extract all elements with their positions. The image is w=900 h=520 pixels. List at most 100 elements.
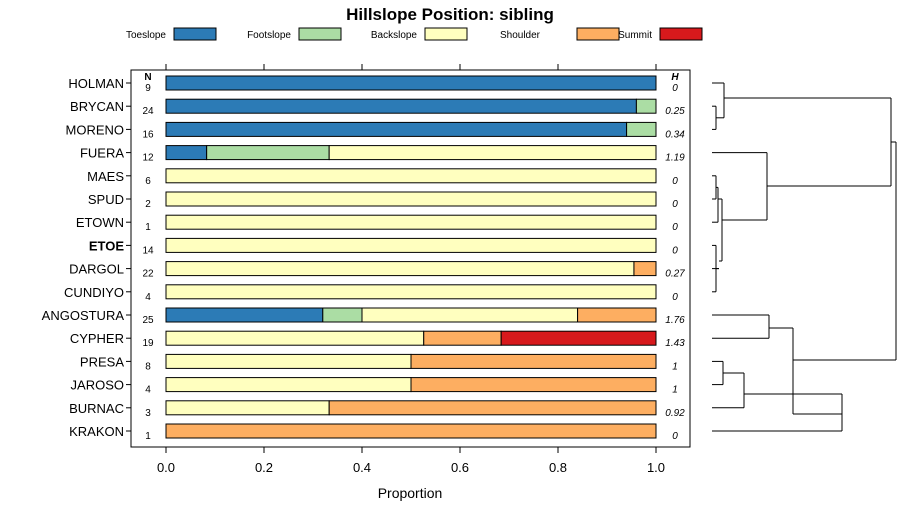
- row-label: PRESA: [80, 354, 124, 369]
- bar-segment-backslope: [165, 353, 412, 369]
- bar-segment-shoulder: [165, 423, 657, 439]
- row-n: 1: [145, 222, 151, 233]
- bar-segment-footslope: [635, 98, 657, 114]
- legend-swatch-backslope: [424, 27, 468, 41]
- row-h: 0.92: [665, 408, 685, 419]
- row-n: 16: [142, 129, 154, 140]
- bar-segment-footslope: [626, 121, 657, 137]
- row-h: 1.76: [665, 315, 685, 326]
- row-n: 22: [142, 269, 154, 280]
- row-label: MAES: [87, 169, 124, 184]
- bar-segment-footslope: [206, 145, 330, 161]
- row-n: 1: [145, 431, 151, 442]
- bar-segment-shoulder: [410, 377, 657, 393]
- bar-segment-toeslope: [165, 145, 208, 161]
- row-h: 0.27: [665, 269, 685, 280]
- bar-segment-backslope: [165, 168, 657, 184]
- row-h: 0: [672, 199, 678, 210]
- x-tick-label: 1.0: [647, 460, 665, 475]
- row-label: BRYCAN: [70, 99, 124, 114]
- row-n: 4: [145, 385, 151, 396]
- row-n: 19: [142, 338, 154, 349]
- row-h: 0: [672, 245, 678, 256]
- bar-segment-backslope: [165, 261, 635, 277]
- row-n: 12: [142, 153, 154, 164]
- legend-label-footslope: Footslope: [247, 30, 291, 41]
- row-krakon: KRAKON 1 0: [69, 423, 678, 442]
- bar-segment-backslope: [361, 307, 579, 323]
- row-h: 0: [672, 222, 678, 233]
- row-label: ANGOSTURA: [42, 308, 125, 323]
- legend-label-shoulder: Shoulder: [500, 30, 541, 41]
- h-header: H: [671, 72, 679, 83]
- bar-segment-shoulder: [577, 307, 657, 323]
- bar-segment-shoulder: [633, 261, 657, 277]
- legend-swatch-shoulder: [576, 27, 620, 41]
- row-presa: PRESA 8 1: [80, 353, 678, 372]
- x-tick-label: 0.0: [157, 460, 175, 475]
- row-label: ETOE: [89, 238, 124, 253]
- row-maes: MAES 6 0: [87, 168, 678, 187]
- bar-segment-toeslope: [165, 75, 657, 91]
- row-cundiyo: CUNDIYO 4 0: [64, 284, 678, 303]
- row-label: CUNDIYO: [64, 285, 124, 300]
- row-spud: SPUD 2 0: [88, 191, 678, 210]
- row-h: 0: [672, 431, 678, 442]
- row-h: 0: [672, 176, 678, 187]
- row-n: 6: [145, 176, 151, 187]
- bar-segment-backslope: [165, 284, 657, 300]
- bar-segment-backslope: [165, 237, 657, 253]
- row-label: ETOWN: [76, 215, 124, 230]
- x-tick-label: 0.4: [353, 460, 371, 475]
- x-axis-label: Proportion: [378, 485, 443, 501]
- row-n: 4: [145, 292, 151, 303]
- row-h: 0: [672, 292, 678, 303]
- bar-segment-backslope: [328, 145, 657, 161]
- bar-segment-backslope: [165, 330, 425, 346]
- bar-segment-footslope: [322, 307, 363, 323]
- x-tick-label: 0.2: [255, 460, 273, 475]
- row-label: BURNAC: [69, 401, 124, 416]
- row-holman: HOLMAN 9 0: [68, 75, 678, 94]
- bar-segment-backslope: [165, 400, 330, 416]
- row-label: HOLMAN: [68, 76, 124, 91]
- legend-label-summit: Summit: [618, 30, 652, 41]
- bar-segment-shoulder: [410, 353, 657, 369]
- row-jaroso: JAROSO 4 1: [71, 377, 678, 396]
- plot-frame: [130, 69, 691, 448]
- row-label: MORENO: [66, 122, 125, 137]
- row-h: 0: [672, 83, 678, 94]
- row-brycan: BRYCAN 24 0.25: [70, 98, 685, 117]
- row-n: 3: [145, 408, 151, 419]
- row-label: CYPHER: [70, 331, 124, 346]
- row-n: 14: [142, 245, 154, 256]
- row-dargol: DARGOL 22 0.27: [69, 261, 685, 280]
- row-etoe: ETOE 14 0: [89, 237, 678, 256]
- row-fuera: FUERA 12 1.19: [80, 145, 685, 164]
- row-n: 8: [145, 361, 151, 372]
- row-label: JAROSO: [71, 378, 124, 393]
- bar-segment-toeslope: [165, 307, 324, 323]
- row-moreno: MORENO 16 0.34: [66, 121, 685, 140]
- row-label: FUERA: [80, 146, 124, 161]
- row-n: 24: [142, 106, 154, 117]
- dendrogram: [712, 82, 897, 432]
- row-h: 1: [672, 361, 678, 372]
- chart-title: Hillslope Position: sibling: [346, 5, 554, 24]
- legend-swatch-toeslope: [173, 27, 217, 41]
- row-cypher: CYPHER 19 1.43: [70, 330, 685, 349]
- legend-swatch-footslope: [298, 27, 342, 41]
- x-tick-label: 0.6: [451, 460, 469, 475]
- legend: Toeslope Footslope Backslope Shoulder Summit: [126, 27, 703, 41]
- legend-label-backslope: Backslope: [371, 30, 418, 41]
- row-n: 25: [142, 315, 154, 326]
- row-label: KRAKON: [69, 424, 124, 439]
- row-burnac: BURNAC 3 0.92: [69, 400, 685, 419]
- row-angostura: ANGOSTURA 25 1.76: [42, 307, 685, 326]
- row-h: 1.19: [665, 153, 685, 164]
- row-etown: ETOWN 1 0: [76, 214, 678, 233]
- bar-segment-toeslope: [165, 98, 637, 114]
- bar-segment-shoulder: [328, 400, 657, 416]
- n-header: N: [144, 72, 151, 83]
